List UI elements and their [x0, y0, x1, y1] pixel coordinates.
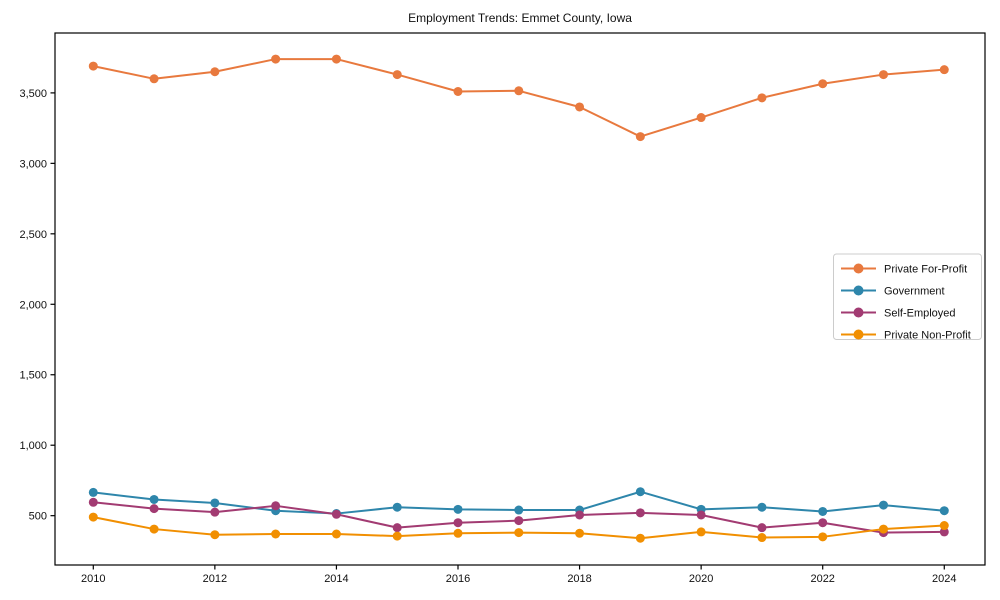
y-tick-label-3-500: 3,500 — [19, 88, 47, 100]
data-point-private-for-profit-2024 — [939, 65, 949, 75]
data-point-private-non-profit-2020 — [696, 527, 706, 537]
legend-marker-icon-private-non-profit — [853, 329, 864, 340]
series-line-private-for-profit — [93, 58, 945, 138]
data-point-private-non-profit-2018 — [575, 528, 585, 538]
plot-area-frame — [54, 32, 986, 566]
data-point-self-employed-2019 — [635, 508, 645, 518]
y-tick-label-2-000: 2,000 — [19, 299, 47, 311]
data-point-self-employed-2011 — [149, 504, 159, 514]
y-tick-label-3-000: 3,000 — [19, 158, 47, 170]
data-point-government-2024 — [939, 506, 949, 516]
legend-box — [833, 253, 982, 340]
legend-marker-icon-private-for-profit — [853, 263, 864, 274]
data-point-private-non-profit-2019 — [635, 533, 645, 543]
data-point-self-employed-2015 — [392, 523, 402, 533]
data-point-private-for-profit-2016 — [453, 86, 463, 96]
chart-title: Employment Trends: Emmet County, Iowa — [408, 11, 632, 25]
data-point-private-non-profit-2011 — [149, 524, 159, 534]
data-point-private-for-profit-2013 — [271, 54, 281, 64]
data-point-private-for-profit-2014 — [331, 54, 341, 64]
data-point-private-for-profit-2023 — [878, 70, 888, 80]
data-point-private-for-profit-2012 — [210, 67, 220, 77]
data-point-self-employed-2021 — [757, 523, 767, 533]
data-point-private-for-profit-2019 — [635, 132, 645, 142]
data-point-government-2016 — [453, 504, 463, 514]
x-tick-label-2018: 2018 — [567, 573, 591, 585]
series-self-employed — [88, 497, 949, 538]
legend-label-private-non-profit: Private Non-Profit — [884, 330, 971, 342]
data-point-self-employed-2018 — [575, 510, 585, 520]
data-point-private-for-profit-2010 — [88, 61, 98, 71]
data-point-private-non-profit-2012 — [210, 530, 220, 540]
data-point-private-for-profit-2021 — [757, 93, 767, 103]
legend-entry-private-non-profit: Private Non-Profit — [841, 329, 971, 342]
data-point-private-for-profit-2018 — [575, 102, 585, 112]
legend-entry-self-employed: Self-Employed — [841, 307, 956, 320]
data-point-private-non-profit-2016 — [453, 528, 463, 538]
data-point-self-employed-2017 — [514, 516, 524, 526]
data-point-self-employed-2010 — [88, 497, 98, 507]
data-point-government-2021 — [757, 502, 767, 512]
data-point-private-non-profit-2010 — [88, 512, 98, 522]
data-point-government-2011 — [149, 494, 159, 504]
y-tick-label-1-000: 1,000 — [19, 440, 47, 452]
legend: Private For-Profit Government Self-Employe… — [833, 253, 982, 342]
legend-marker-icon-self-employed — [853, 307, 864, 318]
data-point-private-non-profit-2023 — [878, 524, 888, 534]
data-point-government-2010 — [88, 487, 98, 497]
x-tick-label-2016: 2016 — [446, 573, 470, 585]
legend-label-government: Government — [884, 286, 945, 298]
data-point-private-non-profit-2015 — [392, 531, 402, 541]
data-point-private-non-profit-2014 — [331, 529, 341, 539]
x-tick-label-2010: 2010 — [81, 573, 105, 585]
data-point-private-for-profit-2015 — [392, 70, 402, 80]
y-tick-label-2-500: 2,500 — [19, 229, 47, 241]
x-axis-ticks: 2010 2012 2014 2016 2018 2020 2022 2024 — [81, 565, 957, 585]
data-point-government-2019 — [635, 487, 645, 497]
y-tick-label-500: 500 — [29, 511, 47, 523]
data-point-government-2015 — [392, 502, 402, 512]
x-tick-label-2020: 2020 — [689, 573, 713, 585]
y-tick-label-1-500: 1,500 — [19, 370, 47, 382]
data-point-private-for-profit-2011 — [149, 74, 159, 84]
data-point-government-2023 — [878, 500, 888, 510]
legend-marker-icon-government — [853, 285, 864, 296]
data-point-self-employed-2012 — [210, 507, 220, 517]
data-point-private-non-profit-2022 — [818, 532, 828, 542]
data-point-government-2017 — [514, 505, 524, 515]
data-point-private-for-profit-2017 — [514, 86, 524, 96]
x-tick-label-2012: 2012 — [203, 573, 227, 585]
y-axis-ticks: 500 1,000 1,500 2,000 2,500 3,000 3,500 — [19, 88, 55, 523]
data-point-government-2022 — [818, 506, 828, 516]
x-tick-label-2014: 2014 — [324, 573, 348, 585]
data-point-self-employed-2016 — [453, 518, 463, 528]
x-tick-label-2024: 2024 — [932, 573, 956, 585]
legend-entry-private-for-profit: Private For-Profit — [841, 263, 967, 276]
series-private-non-profit — [88, 512, 949, 543]
data-point-private-non-profit-2017 — [514, 528, 524, 538]
data-point-private-non-profit-2013 — [271, 529, 281, 539]
series-private-for-profit — [88, 54, 949, 142]
data-point-private-for-profit-2020 — [696, 113, 706, 123]
x-tick-label-2022: 2022 — [810, 573, 834, 585]
data-point-self-employed-2024 — [939, 527, 949, 537]
data-point-self-employed-2013 — [271, 501, 281, 511]
data-series — [88, 54, 949, 543]
legend-entry-government: Government — [841, 285, 945, 298]
legend-label-self-employed: Self-Employed — [884, 308, 956, 320]
legend-label-private-for-profit: Private For-Profit — [884, 264, 967, 276]
data-point-private-non-profit-2021 — [757, 533, 767, 543]
data-point-self-employed-2014 — [331, 509, 341, 519]
data-point-self-employed-2022 — [818, 518, 828, 528]
data-point-self-employed-2020 — [696, 510, 706, 520]
data-point-government-2012 — [210, 498, 220, 508]
data-point-private-non-profit-2024 — [939, 521, 949, 531]
data-point-private-for-profit-2022 — [818, 79, 828, 89]
